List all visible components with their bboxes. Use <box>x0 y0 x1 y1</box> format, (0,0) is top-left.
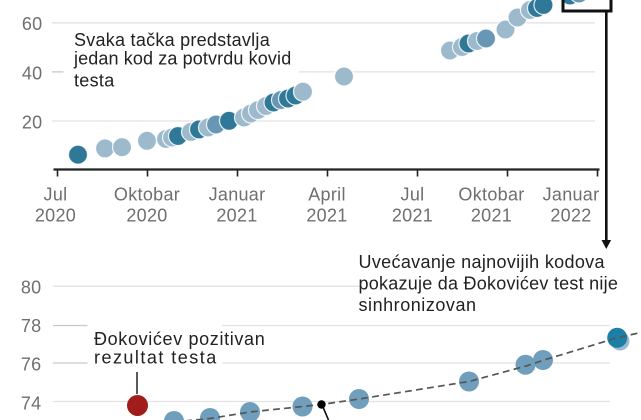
svg-text:sinhronizovan: sinhronizovan <box>359 295 477 315</box>
svg-text:Uvećavanje najnovijih kodova: Uvećavanje najnovijih kodova <box>359 252 606 272</box>
svg-text:78: 78 <box>21 316 42 336</box>
svg-text:Jul: Jul <box>44 185 68 205</box>
svg-text:Svaka tačka predstavlja: Svaka tačka predstavlja <box>74 30 271 50</box>
svg-text:2020: 2020 <box>126 206 167 226</box>
svg-text:40: 40 <box>22 63 43 83</box>
svg-text:2021: 2021 <box>216 206 257 226</box>
svg-text:testa: testa <box>74 71 115 91</box>
svg-text:60: 60 <box>22 14 43 34</box>
svg-text:2022: 2022 <box>550 206 591 226</box>
svg-text:Oktobar: Oktobar <box>458 185 524 205</box>
svg-text:2021: 2021 <box>306 206 347 226</box>
svg-text:rezultat testa: rezultat testa <box>94 347 217 367</box>
svg-text:2021: 2021 <box>471 206 512 226</box>
svg-text:pokazuje da Đokovićev test nij: pokazuje da Đokovićev test nije <box>359 274 619 294</box>
svg-text:Januar: Januar <box>543 185 600 205</box>
svg-text:Oktobar: Oktobar <box>114 185 180 205</box>
svg-text:2021: 2021 <box>392 206 433 226</box>
svg-text:2020: 2020 <box>35 206 76 226</box>
svg-text:Jul: Jul <box>401 185 425 205</box>
svg-text:Januar: Januar <box>209 185 266 205</box>
svg-text:80: 80 <box>21 277 42 297</box>
svg-text:jedan kod za potvrdu kovid: jedan kod za potvrdu kovid <box>73 49 292 69</box>
svg-text:April: April <box>308 185 346 205</box>
svg-text:Đokovićev pozitivan: Đokovićev pozitivan <box>94 329 265 349</box>
svg-text:74: 74 <box>21 393 42 413</box>
svg-text:20: 20 <box>22 113 43 133</box>
svg-text:76: 76 <box>21 355 42 375</box>
